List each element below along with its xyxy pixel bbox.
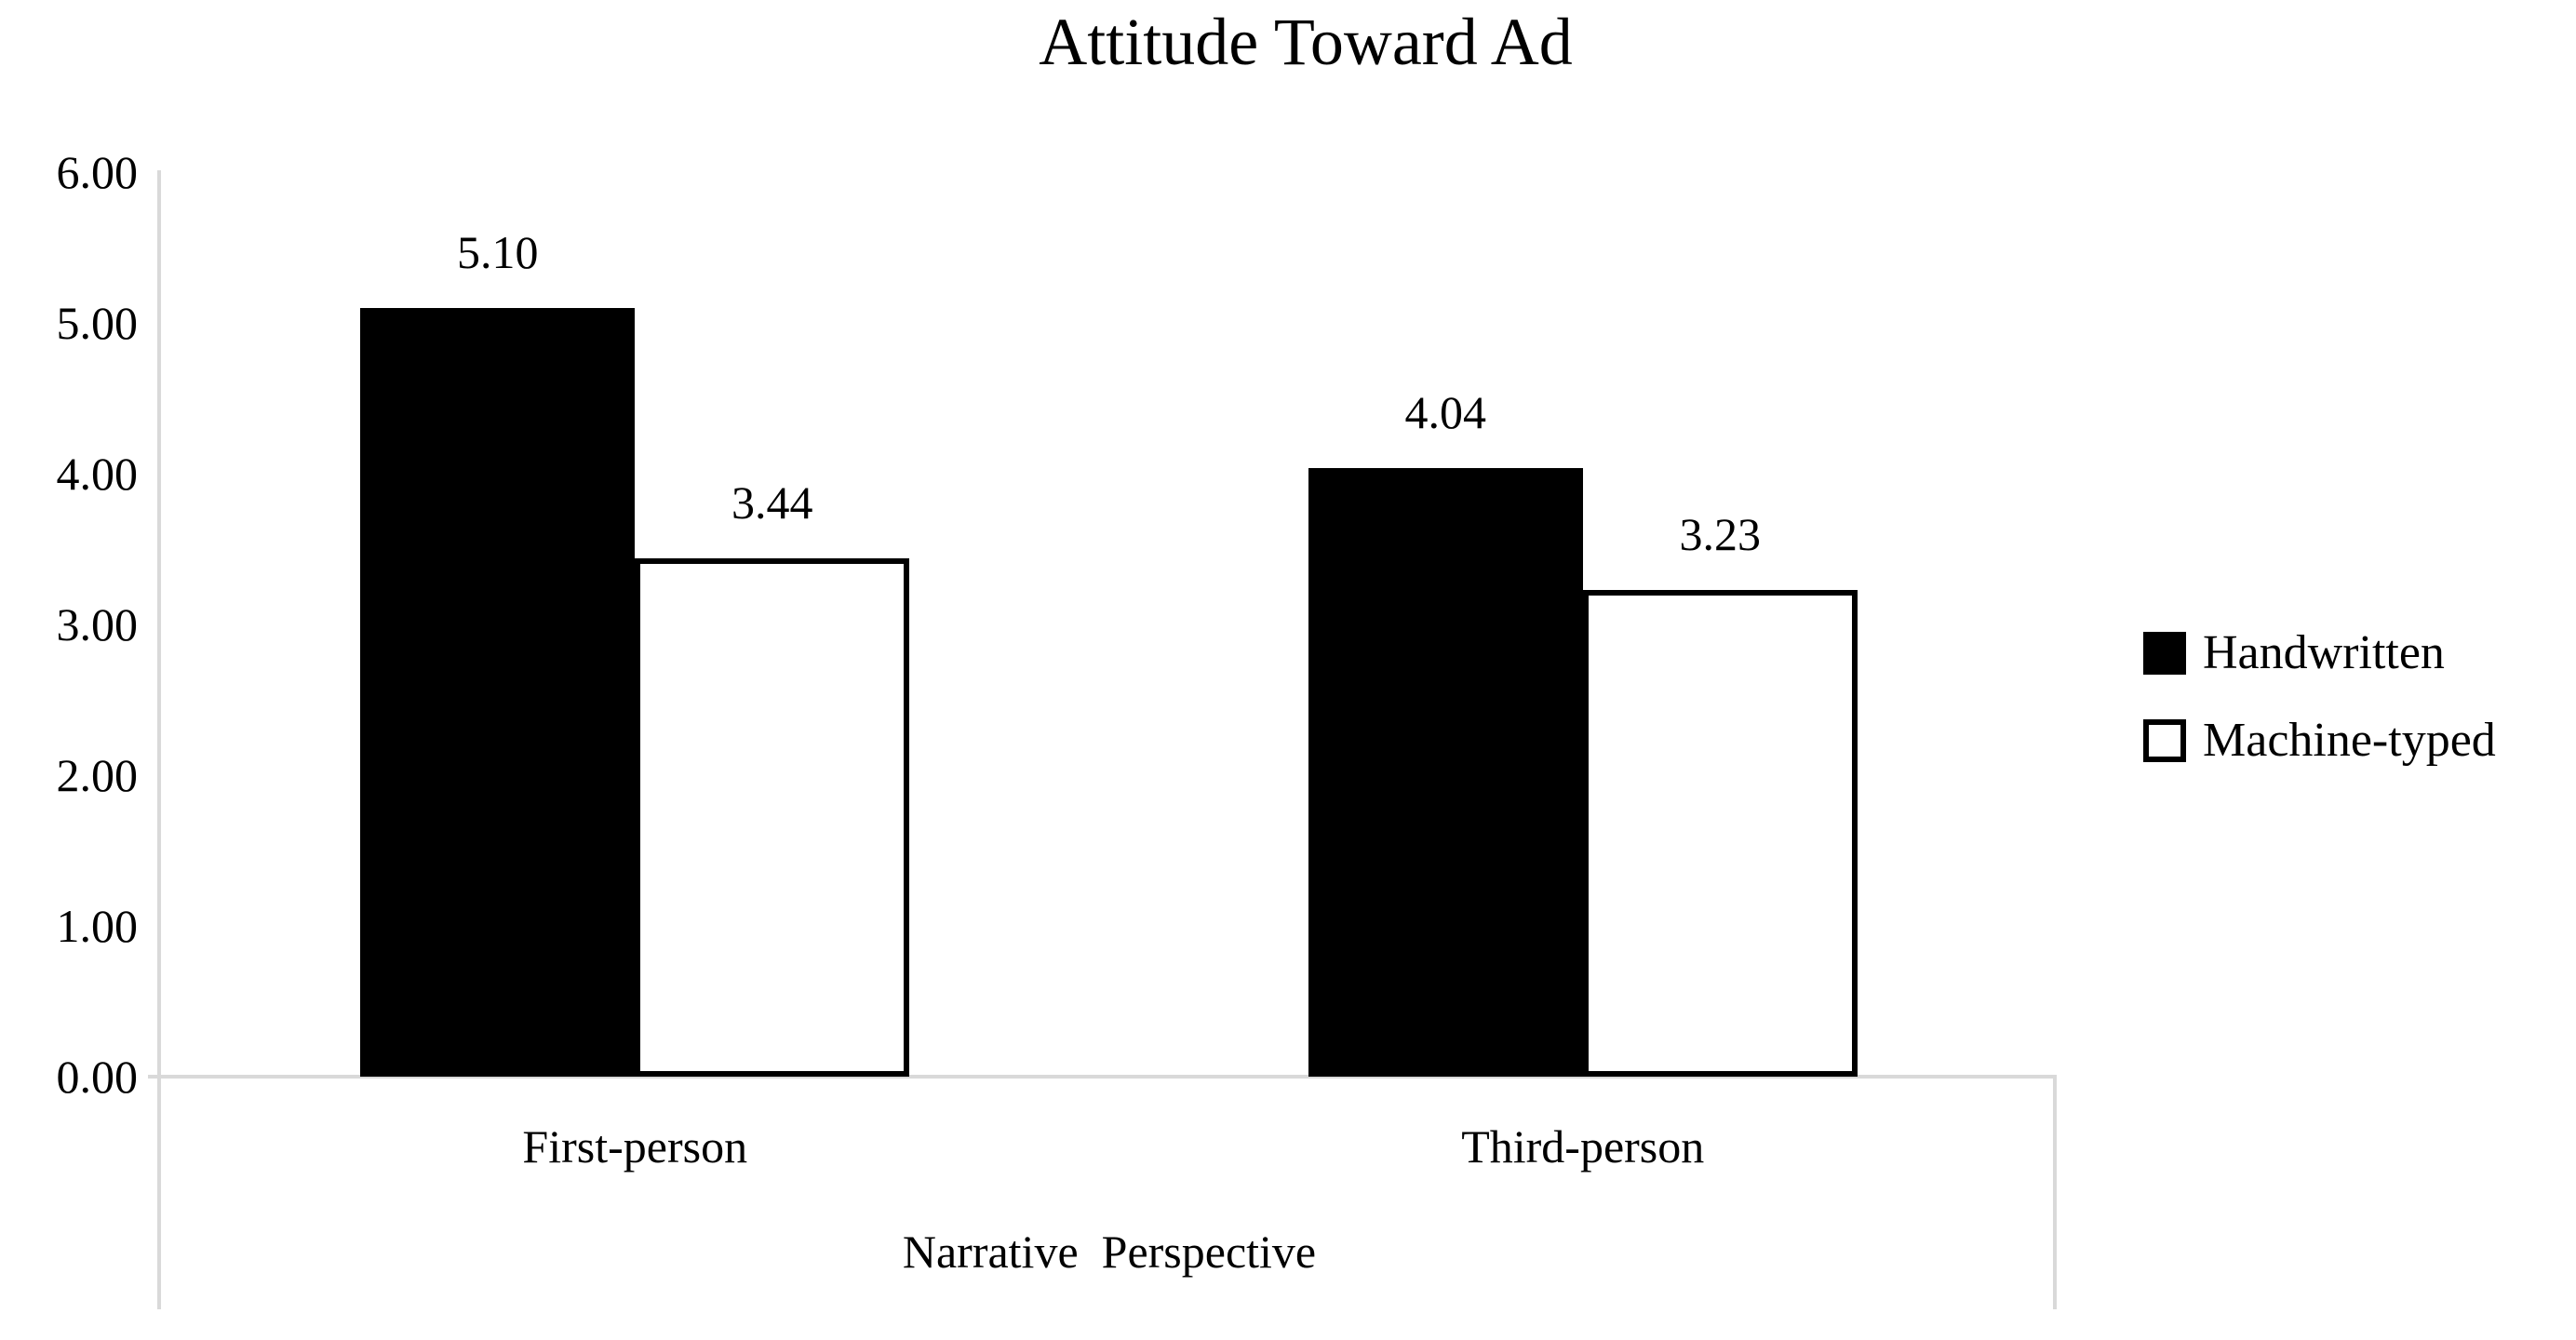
y-tick-label-0-00: 0.00 bbox=[56, 1051, 139, 1103]
legend-swatch-machine-typed bbox=[2143, 719, 2186, 762]
y-tick-label-6-00: 6.00 bbox=[56, 146, 139, 198]
bar-machine-typed-third-person bbox=[1582, 590, 1858, 1077]
bar-handwritten-first-person bbox=[360, 308, 636, 1077]
y-tick-label-3-00: 3.00 bbox=[56, 598, 139, 650]
bar-machine-typed-first-person bbox=[635, 558, 910, 1077]
bar-value-label-handwritten-first-person: 5.10 bbox=[457, 226, 539, 278]
x-category-label-third-person: Third-person bbox=[1461, 1120, 1705, 1172]
legend-swatch-handwritten bbox=[2143, 632, 2186, 675]
bar-value-label-handwritten-third-person: 4.04 bbox=[1404, 386, 1487, 438]
legend-label-machine-typed: Machine-typed bbox=[2203, 714, 2496, 767]
y-tick-label-4-00: 4.00 bbox=[56, 448, 139, 500]
legend-label-handwritten: Handwritten bbox=[2203, 626, 2445, 679]
bar-handwritten-third-person bbox=[1308, 468, 1583, 1077]
x-axis-title: Narrative Perspective bbox=[902, 1226, 1317, 1278]
bar-value-label-machine-typed-first-person: 3.44 bbox=[731, 476, 813, 529]
y-tick-label-5-00: 5.00 bbox=[56, 297, 139, 349]
chart-title: Attitude Toward Ad bbox=[1039, 5, 1573, 79]
y-tick-label-1-00: 1.00 bbox=[56, 900, 139, 952]
legend-item-handwritten: Handwritten bbox=[2143, 626, 2445, 679]
y-tick-label-2-00: 2.00 bbox=[56, 749, 139, 801]
plot-right-boundary-line bbox=[2053, 1075, 2057, 1309]
y-axis-line bbox=[157, 170, 161, 1309]
x-axis-line bbox=[148, 1075, 2057, 1079]
legend-item-machine-typed: Machine-typed bbox=[2143, 714, 2496, 767]
bar-value-label-machine-typed-third-person: 3.23 bbox=[1679, 508, 1762, 560]
x-category-label-first-person: First-person bbox=[522, 1120, 748, 1172]
